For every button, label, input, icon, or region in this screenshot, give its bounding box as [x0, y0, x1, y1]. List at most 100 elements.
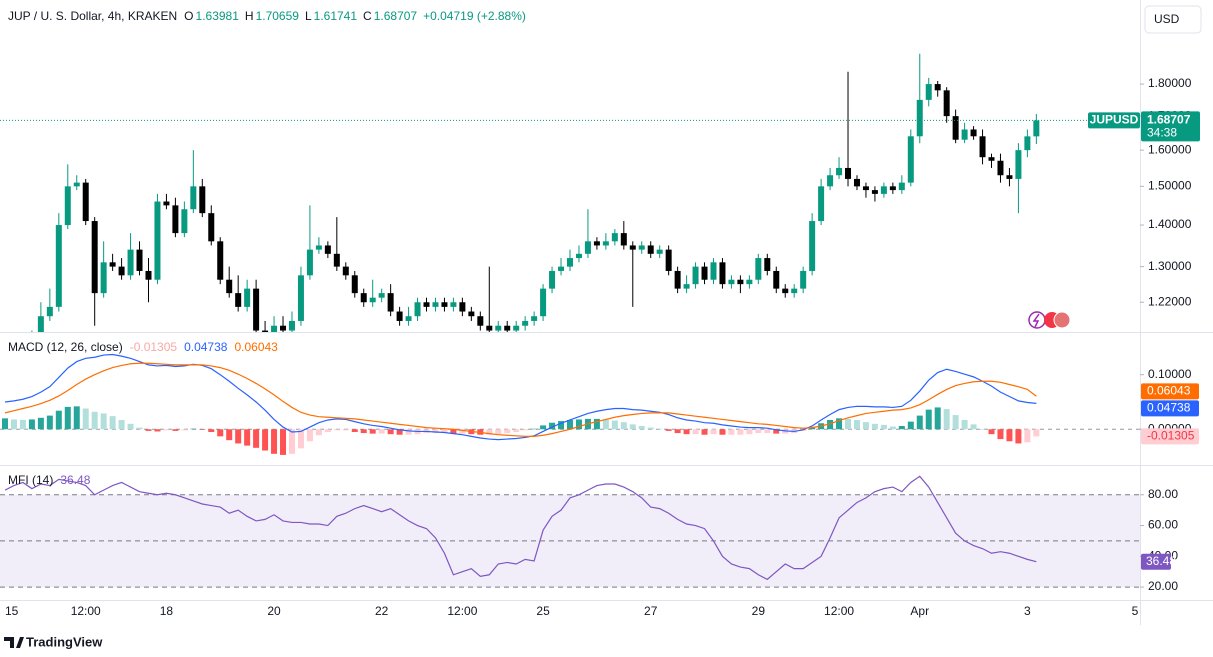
histogram-bar: [656, 428, 663, 430]
icon: [1028, 311, 1046, 329]
candle-body: [486, 325, 493, 331]
value-label-box: [1141, 400, 1199, 417]
histogram-bar: [64, 406, 71, 430]
candle-body: [1033, 120, 1040, 137]
candle-body: [280, 325, 287, 331]
histogram-bar: [190, 428, 197, 430]
x-tick-label: 12:00: [71, 604, 101, 618]
histogram-bar: [701, 429, 708, 435]
histogram-bar: [602, 419, 609, 430]
histogram-bar: [127, 423, 134, 430]
candle-body: [889, 186, 896, 191]
histogram-bar: [181, 429, 188, 431]
low-value: 1.61741: [314, 9, 358, 23]
histogram-bar: [638, 425, 645, 430]
ticker-label-box: [1088, 112, 1140, 129]
value-label: 0.04738: [1147, 401, 1191, 415]
candle-body: [100, 262, 107, 294]
candle-body: [737, 279, 744, 285]
candle-body: [818, 186, 825, 222]
x-tick-label: 12:00: [447, 604, 477, 618]
histogram-bar: [737, 429, 744, 435]
histogram-bar: [934, 407, 941, 430]
ohlc-label: H: [245, 9, 254, 23]
histogram-bar: [611, 420, 618, 430]
histogram-bar: [575, 419, 582, 430]
header-line: JUP / U. S. Dollar, 4h, KRAKEN O 1.63981 H 1…: [8, 9, 526, 23]
histogram-bar: [961, 419, 968, 430]
histogram-bar: [199, 429, 206, 430]
candle-body: [423, 302, 430, 307]
candle-body: [181, 209, 188, 234]
candle-body: [979, 136, 986, 158]
histogram-bar: [1006, 429, 1013, 442]
signal-value: 0.06043: [234, 340, 278, 354]
candle-body: [504, 325, 511, 331]
mfi-plot: [4, 475, 1037, 581]
histogram-bar: [324, 429, 331, 432]
histogram-bar: [244, 429, 251, 446]
candle-body: [925, 84, 932, 100]
histogram-bar: [665, 429, 672, 431]
currency-button[interactable]: USD: [1144, 5, 1202, 34]
histogram-bar: [91, 411, 98, 430]
histogram-bar: [342, 429, 349, 431]
histogram-bar: [10, 419, 17, 430]
histogram-bar: [262, 429, 269, 451]
candle-body: [549, 270, 556, 289]
change-value: +0.04719 (+2.88%): [423, 9, 526, 23]
histogram-bar: [28, 419, 35, 430]
histogram-bar: [136, 427, 143, 430]
candle-body: [943, 90, 950, 117]
price-label-box: [1141, 111, 1200, 142]
candle-body: [683, 284, 690, 289]
candle-body: [611, 233, 618, 242]
histogram-bar: [809, 427, 816, 430]
candle-body: [791, 288, 798, 294]
candle-body: [773, 270, 780, 289]
currency-label[interactable]: USD: [1154, 12, 1180, 26]
histogram-bar: [405, 429, 412, 435]
candle-body: [522, 320, 529, 326]
histogram-bar: [253, 429, 260, 448]
candle-body: [531, 316, 538, 321]
candle-body: [916, 99, 923, 137]
currency-box[interactable]: [1144, 5, 1202, 34]
candle-body: [1024, 136, 1031, 151]
histogram-bar: [459, 429, 466, 434]
histogram-bar: [235, 429, 242, 444]
candle-body: [845, 167, 852, 179]
candle-body: [970, 129, 977, 137]
candle-body: [746, 279, 753, 285]
candle-body: [584, 241, 591, 254]
candle-body: [109, 262, 116, 267]
x-tick-label: 25: [536, 604, 550, 618]
candle-body: [656, 249, 663, 254]
histogram-bar: [315, 429, 322, 436]
candle-body: [172, 205, 179, 234]
histogram-bar: [593, 418, 600, 430]
histogram-bar: [154, 429, 161, 432]
x-tick-label: Apr: [910, 604, 929, 618]
histogram-bar: [172, 429, 179, 431]
histogram-bar: [916, 415, 923, 430]
histogram-bar: [620, 422, 627, 430]
candle-body: [315, 245, 322, 250]
histogram-bar: [773, 429, 780, 434]
histogram-bar: [208, 429, 215, 432]
mfi-legend: MFI (14) 36.48: [8, 473, 91, 487]
candle-body: [567, 258, 573, 267]
histogram-bar: [226, 429, 233, 441]
macd-hist-value: -0.01305: [130, 340, 178, 354]
histogram-bar: [1015, 429, 1022, 444]
candle-body: [73, 182, 80, 187]
y-tick-label: 1.22000: [1148, 294, 1192, 308]
x-tick-label: 12:00: [824, 604, 854, 618]
candle-body: [378, 293, 385, 298]
histogram-bar: [369, 429, 376, 434]
histogram-bar: [540, 425, 547, 430]
value-label: 0.06043: [1147, 384, 1191, 398]
candle-body: [880, 186, 887, 194]
y-tick-label: 1.80000: [1148, 76, 1192, 90]
x-tick-label: 29: [752, 604, 766, 618]
